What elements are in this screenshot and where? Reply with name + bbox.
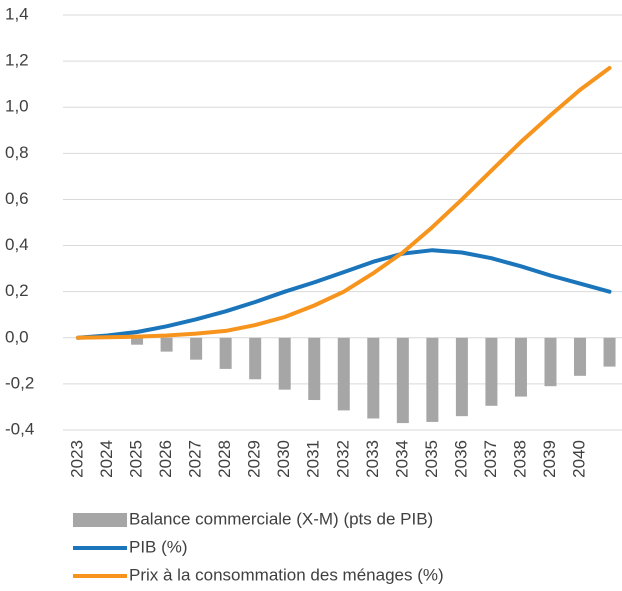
y-tick-label: 0,2 xyxy=(5,281,29,300)
x-tick-label: 2031 xyxy=(304,440,323,478)
line xyxy=(76,66,612,340)
bar xyxy=(396,337,409,424)
y-tick-label: 0,0 xyxy=(5,327,29,346)
y-tick-label: 1,4 xyxy=(5,4,29,23)
x-tick-label: 2026 xyxy=(156,440,175,478)
x-tick-label: 2024 xyxy=(97,440,116,478)
legend-label: Prix à la consommation des ménages (%) xyxy=(129,565,444,584)
x-tick-label: 2040 xyxy=(569,440,588,478)
bar xyxy=(514,337,527,397)
y-tick-label: 1,0 xyxy=(5,97,29,116)
bar xyxy=(455,337,468,417)
x-tick-label: 2034 xyxy=(392,440,411,478)
x-tick-label: 2023 xyxy=(67,440,86,478)
x-tick-label: 2035 xyxy=(422,440,441,478)
y-tick-label: 1,2 xyxy=(5,51,29,70)
bar xyxy=(190,337,203,360)
x-tick-label: 2028 xyxy=(215,440,234,478)
bar xyxy=(485,337,498,406)
bar xyxy=(367,337,380,419)
x-tick-label: 2025 xyxy=(127,440,146,478)
bar xyxy=(160,337,173,352)
bar xyxy=(249,337,262,380)
legend-label: Balance commerciale (X-M) (pts de PIB) xyxy=(129,509,433,528)
bar xyxy=(219,337,232,369)
x-tick-label: 2039 xyxy=(540,440,559,478)
x-tick-label: 2029 xyxy=(245,440,264,478)
x-tick-label: 2032 xyxy=(333,440,352,478)
legend-swatch xyxy=(73,513,127,527)
y-tick-label: 0,8 xyxy=(5,143,29,162)
bar xyxy=(337,337,350,411)
bar xyxy=(574,337,587,376)
bar xyxy=(603,337,616,367)
y-tick-label: 0,6 xyxy=(5,189,29,208)
x-tick-label: 2030 xyxy=(274,440,293,478)
y-tick-label: -0,4 xyxy=(5,419,34,438)
legend-label: PIB (%) xyxy=(129,537,188,556)
x-tick-label: 2037 xyxy=(481,440,500,478)
x-tick-label: 2027 xyxy=(186,440,205,478)
y-tick-label: -0,2 xyxy=(5,373,34,392)
bar xyxy=(278,337,291,390)
bar xyxy=(308,337,321,401)
bar xyxy=(131,337,144,345)
line xyxy=(76,248,612,340)
bar xyxy=(544,337,557,387)
x-tick-label: 2033 xyxy=(363,440,382,478)
y-tick-label: 0,4 xyxy=(5,235,29,254)
x-tick-label: 2036 xyxy=(451,440,470,478)
x-tick-label: 2038 xyxy=(510,440,529,478)
bar xyxy=(426,337,439,422)
